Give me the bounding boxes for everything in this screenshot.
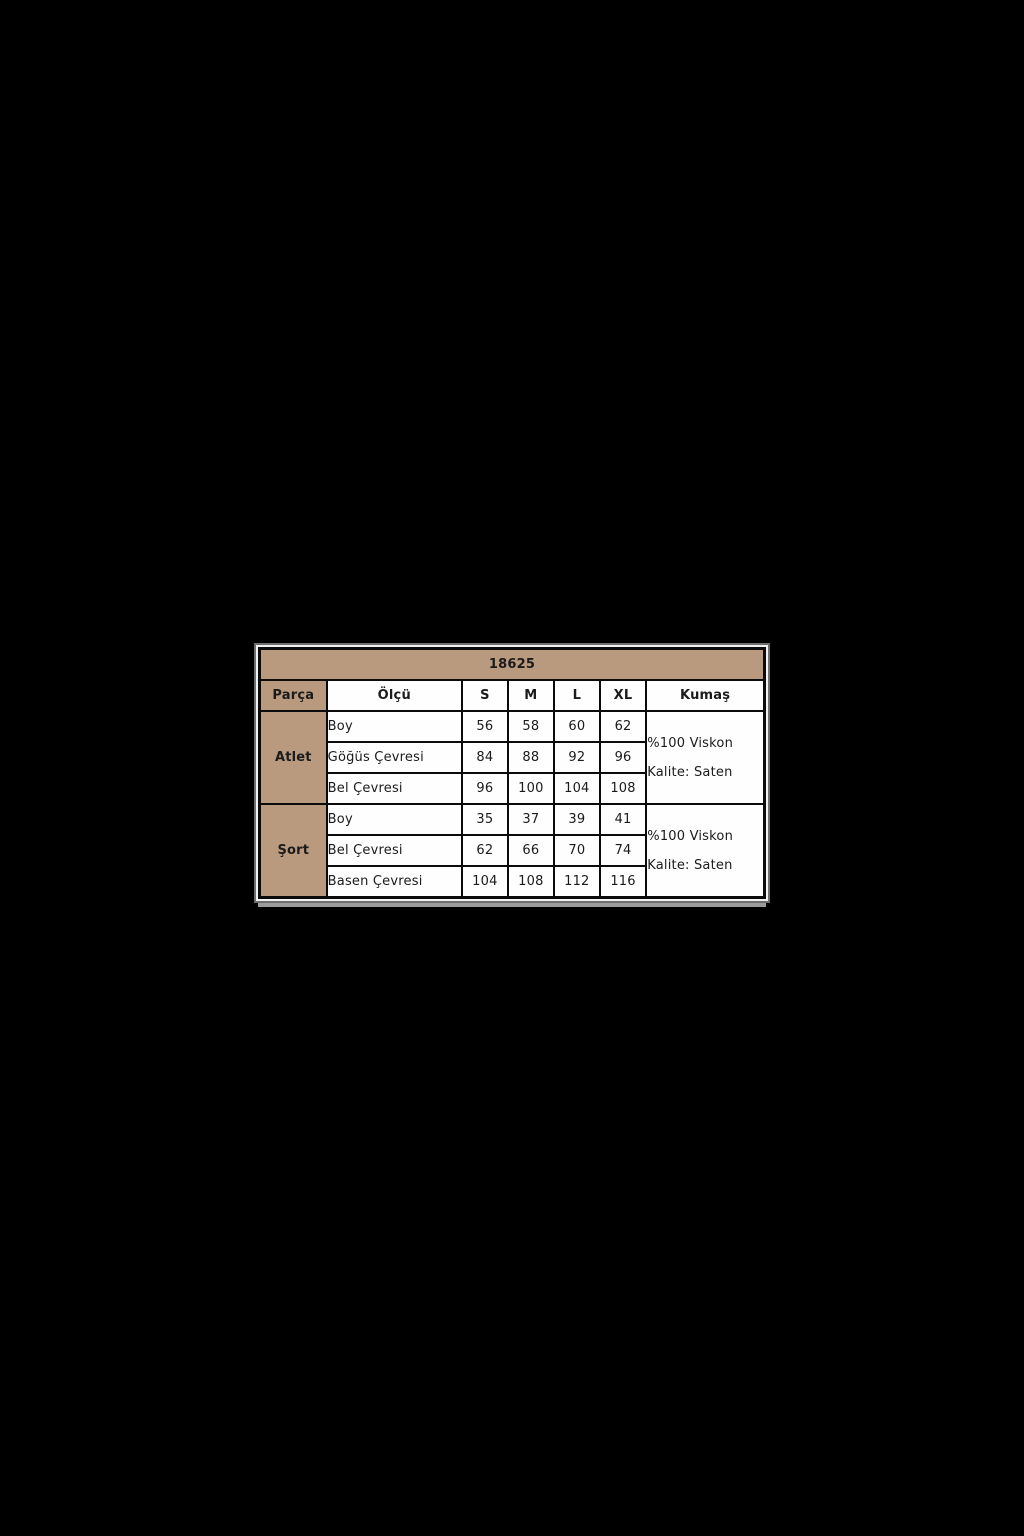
size-value-cell: 37	[506, 803, 555, 836]
size-value-cell: 56	[460, 710, 509, 743]
size-value-cell: 58	[506, 710, 555, 743]
measure-label-cell: Göğüs Çevresi	[325, 741, 463, 774]
size-value-cell: 116	[598, 865, 648, 899]
col-header-xl: XL	[598, 679, 648, 712]
fabric-content: %100 Viskon	[647, 828, 734, 844]
part-name-atlet: Atlet	[258, 710, 328, 805]
fabric-cell-sort: %100 Viskon Kalite: Saten	[645, 803, 766, 899]
measure-label-cell: Basen Çevresi	[325, 865, 463, 899]
table-row: Basen Çevresi 104 108 112 116	[260, 865, 765, 899]
size-value-cell: 66	[506, 834, 555, 867]
table-row: Şort Boy 35 37 39 41 %100 Viskon Kalite:…	[258, 803, 766, 899]
col-header-parca: Parça	[258, 679, 328, 712]
table-row: Göğüs Çevresi 84 88 92 96	[260, 741, 765, 774]
col-header-kumas: Kumaş	[645, 679, 766, 712]
size-value-cell: 70	[552, 834, 601, 867]
column-header-row: Parça Ölçü S M L XL Kumaş	[258, 679, 766, 712]
fabric-quality: Kalite: Saten	[647, 764, 733, 780]
table-row: Bel Çevresi 62 66 70 74	[260, 834, 765, 867]
size-value-cell: 96	[598, 741, 648, 774]
measure-label-cell: Boy	[325, 803, 463, 836]
measure-label-cell: Boy	[325, 710, 463, 743]
size-value-cell: 108	[506, 865, 555, 899]
title-row: 18625	[258, 647, 766, 681]
size-value-cell: 39	[552, 803, 601, 836]
size-value-cell: 112	[552, 865, 601, 899]
col-header-m: M	[506, 679, 555, 712]
size-value-cell: 104	[460, 865, 509, 899]
size-chart-frame: 18625 Parça Ölçü S M L XL Kumaş Atlet Bo…	[256, 645, 768, 901]
size-value-cell: 108	[598, 772, 648, 805]
table-row: Atlet Boy 56 58 60 62 %100 Viskon Kalite…	[258, 710, 766, 805]
size-value-cell: 60	[552, 710, 601, 743]
fabric-quality: Kalite: Saten	[647, 857, 733, 873]
col-header-olcu: Ölçü	[325, 679, 463, 712]
size-value-cell: 88	[506, 741, 555, 774]
size-value-cell: 84	[460, 741, 509, 774]
table-row: Bel Çevresi 96 100 104 108	[260, 772, 765, 805]
fabric-cell-atlet: %100 Viskon Kalite: Saten	[645, 710, 766, 805]
size-value-cell: 92	[552, 741, 601, 774]
size-value-cell: 100	[506, 772, 555, 805]
product-code: 18625	[258, 647, 766, 681]
size-value-cell: 35	[460, 803, 509, 836]
fabric-content: %100 Viskon	[647, 735, 734, 751]
size-chart-table: 18625 Parça Ölçü S M L XL Kumaş Atlet Bo…	[258, 647, 766, 899]
col-header-s: S	[460, 679, 509, 712]
col-header-l: L	[552, 679, 601, 712]
size-value-cell: 62	[598, 710, 648, 743]
size-value-cell: 104	[552, 772, 601, 805]
measure-label-cell: Bel Çevresi	[325, 772, 463, 805]
measure-label-cell: Bel Çevresi	[325, 834, 463, 867]
part-name-sort: Şort	[258, 803, 328, 899]
size-value-cell: 74	[598, 834, 648, 867]
size-value-cell: 41	[598, 803, 648, 836]
size-value-cell: 96	[460, 772, 509, 805]
size-value-cell: 62	[460, 834, 509, 867]
